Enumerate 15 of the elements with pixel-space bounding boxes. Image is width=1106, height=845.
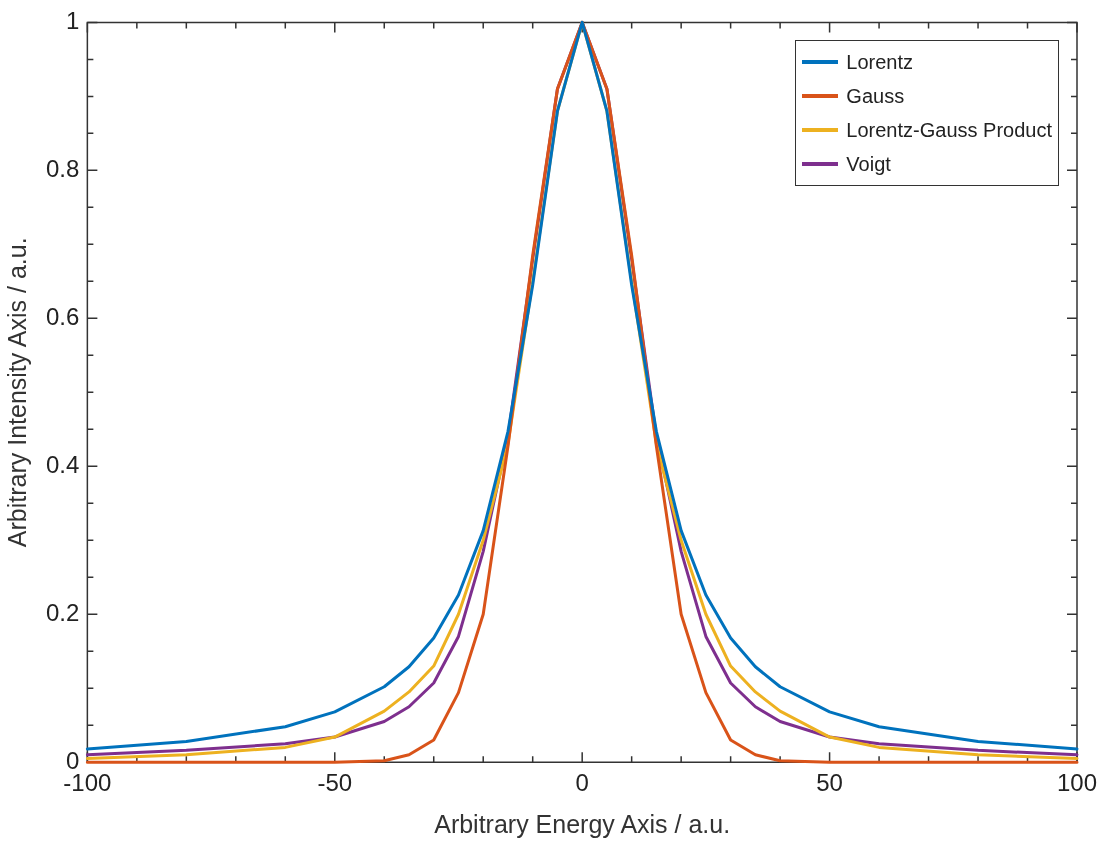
y-tick-label: 0.8 xyxy=(45,154,80,182)
y-axis-title: Arbitrary Intensity Axis / a.u. xyxy=(2,237,31,548)
y-tick-label: 1 xyxy=(66,7,80,35)
legend-label: Gauss xyxy=(846,84,905,108)
x-tick-label: 50 xyxy=(816,769,843,797)
x-axis-title: Arbitrary Energy Axis / a.u. xyxy=(434,809,731,838)
legend-label: Voigt xyxy=(846,152,891,176)
x-tick-label: 0 xyxy=(575,769,589,797)
x-tick-label: 100 xyxy=(1056,769,1098,797)
y-tick-label: 0.6 xyxy=(45,302,80,330)
legend-label: Lorentz-Gauss Product xyxy=(846,118,1052,142)
y-tick-label: 0.4 xyxy=(45,450,80,478)
x-tick-label: -50 xyxy=(317,769,353,797)
legend-label: Lorentz xyxy=(846,50,914,74)
y-tick-label: 0.2 xyxy=(45,598,80,626)
